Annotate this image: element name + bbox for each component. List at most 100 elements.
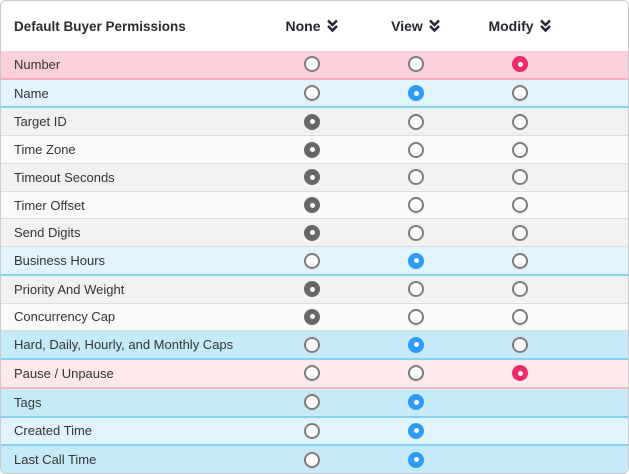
radio-view-unchecked[interactable]: [408, 281, 424, 298]
cell-view: [364, 169, 468, 186]
row-label: Concurrency Cap: [14, 309, 116, 325]
row-label: Time Zone: [14, 142, 76, 158]
radio-view-unchecked[interactable]: [408, 141, 424, 158]
radio-none-checked[interactable]: [304, 281, 320, 298]
radio-modify-unchecked[interactable]: [512, 197, 528, 214]
cell-view: [364, 56, 468, 73]
radio-none-checked[interactable]: [304, 141, 320, 158]
radio-none-unchecked[interactable]: [304, 451, 320, 468]
radio-view-unchecked[interactable]: [408, 224, 424, 241]
radio-view-unchecked[interactable]: [408, 197, 424, 214]
cell-modify: [468, 224, 572, 241]
radio-view-checked[interactable]: [408, 336, 424, 353]
column-header-label: View: [391, 18, 423, 34]
cell-modify: [468, 85, 572, 102]
column-header-none: None: [260, 17, 364, 36]
radio-none-checked[interactable]: [304, 224, 320, 241]
radio-modify-unchecked[interactable]: [512, 169, 528, 186]
row-label: Target ID: [14, 114, 67, 130]
table-row: Last Call Time: [1, 446, 628, 473]
table-row: Name: [1, 79, 628, 109]
radio-view-unchecked[interactable]: [408, 56, 424, 73]
column-header-view-button[interactable]: View: [391, 17, 441, 36]
row-label: Last Call Time: [14, 452, 97, 468]
radio-view-checked[interactable]: [408, 252, 424, 269]
radio-modify-unchecked[interactable]: [512, 113, 528, 130]
table-row: Created Time: [1, 417, 628, 447]
cell-view: [364, 141, 468, 158]
radio-modify-unchecked[interactable]: [512, 252, 528, 269]
column-header-label: Modify: [488, 18, 534, 34]
table-row: Time Zone: [1, 136, 628, 164]
table-row: Priority And Weight: [1, 275, 628, 304]
radio-view-unchecked[interactable]: [408, 365, 424, 382]
cell-modify: [468, 365, 572, 382]
radio-view-checked[interactable]: [408, 85, 424, 102]
radio-none-unchecked[interactable]: [304, 336, 320, 353]
radio-view-checked[interactable]: [408, 394, 424, 411]
radio-modify-unchecked[interactable]: [512, 308, 528, 325]
cell-view: [364, 224, 468, 241]
radio-modify-unchecked[interactable]: [512, 281, 528, 298]
row-label: Name: [14, 85, 49, 101]
radio-none-unchecked[interactable]: [304, 252, 320, 269]
cell-modify: [468, 169, 572, 186]
row-label: Send Digits: [14, 225, 81, 241]
radio-view-unchecked[interactable]: [408, 308, 424, 325]
column-header-view: View: [364, 17, 468, 36]
radio-none-checked[interactable]: [304, 113, 320, 130]
cell-view: [364, 336, 468, 353]
cell-none: [260, 197, 364, 214]
cell-modify: [468, 308, 572, 325]
cell-none: [260, 169, 364, 186]
cell-view: [364, 85, 468, 102]
radio-modify-unchecked[interactable]: [512, 85, 528, 102]
row-label: Priority And Weight: [14, 281, 125, 297]
cell-none: [260, 141, 364, 158]
cell-none: [260, 281, 364, 298]
cell-modify: [468, 197, 572, 214]
radio-modify-unchecked[interactable]: [512, 141, 528, 158]
radio-view-checked[interactable]: [408, 451, 424, 468]
radio-none-unchecked[interactable]: [304, 422, 320, 439]
cell-none: [260, 422, 364, 439]
radio-none-unchecked[interactable]: [304, 85, 320, 102]
double-chevron-down-icon[interactable]: [539, 19, 552, 36]
column-header-modify: Modify: [468, 17, 572, 36]
double-chevron-down-icon[interactable]: [428, 19, 441, 36]
table-row: Send Digits: [1, 219, 628, 248]
column-header-none-button[interactable]: None: [286, 17, 339, 36]
table-row: Target ID: [1, 108, 628, 137]
radio-view-unchecked[interactable]: [408, 169, 424, 186]
radio-none-unchecked[interactable]: [304, 394, 320, 411]
cell-none: [260, 56, 364, 73]
radio-modify-unchecked[interactable]: [512, 336, 528, 353]
radio-modify-checked[interactable]: [512, 365, 528, 382]
radio-view-checked[interactable]: [408, 422, 424, 439]
cell-view: [364, 197, 468, 214]
radio-none-checked[interactable]: [304, 169, 320, 186]
radio-none-unchecked[interactable]: [304, 365, 320, 382]
column-header-modify-button[interactable]: Modify: [488, 17, 551, 36]
radio-modify-checked[interactable]: [512, 56, 528, 73]
cell-none: [260, 394, 364, 411]
cell-view: [364, 365, 468, 382]
table-row: Business Hours: [1, 247, 628, 276]
table-row: Concurrency Cap: [1, 303, 628, 332]
cell-modify: [468, 281, 572, 298]
radio-view-unchecked[interactable]: [408, 113, 424, 130]
cell-modify: [468, 113, 572, 130]
radio-none-checked[interactable]: [304, 308, 320, 325]
cell-none: [260, 224, 364, 241]
cell-modify: [468, 56, 572, 73]
double-chevron-down-icon[interactable]: [326, 19, 339, 36]
cell-none: [260, 85, 364, 102]
row-label: Timer Offset: [14, 197, 85, 213]
row-label: Timeout Seconds: [14, 169, 115, 185]
radio-none-checked[interactable]: [304, 197, 320, 214]
row-label: Created Time: [14, 423, 93, 439]
radio-modify-unchecked[interactable]: [512, 224, 528, 241]
radio-none-unchecked[interactable]: [304, 56, 320, 73]
row-label: Hard, Daily, Hourly, and Monthly Caps: [14, 337, 234, 353]
cell-modify: [468, 252, 572, 269]
